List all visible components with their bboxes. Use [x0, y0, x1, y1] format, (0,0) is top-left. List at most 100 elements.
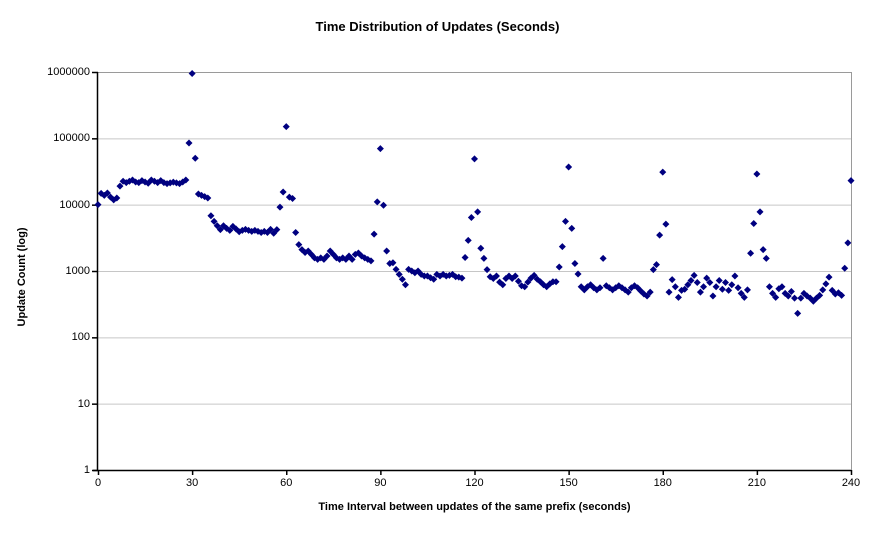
- data-point: [461, 253, 469, 261]
- data-point: [467, 214, 475, 222]
- data-point: [514, 277, 522, 285]
- data-point: [383, 247, 391, 255]
- data-point: [116, 182, 124, 190]
- data-point: [188, 69, 196, 77]
- data-point: [797, 294, 805, 302]
- data-point: [367, 257, 375, 265]
- data-point: [464, 236, 472, 244]
- data-point: [841, 264, 849, 272]
- data-point: [574, 270, 582, 278]
- data-point: [552, 278, 560, 286]
- data-point: [753, 170, 761, 178]
- data-point: [471, 155, 478, 163]
- data-point: [204, 194, 212, 202]
- data-point: [624, 288, 632, 296]
- data-point: [521, 283, 529, 291]
- data-point: [759, 246, 767, 254]
- data-point: [725, 286, 733, 294]
- data-point: [693, 279, 701, 287]
- data-point: [674, 293, 682, 301]
- chart-title: Time Distribution of Updates (Seconds): [315, 19, 560, 34]
- y-tick-label: 1000000: [47, 66, 90, 78]
- data-point: [182, 176, 190, 184]
- x-tick-label: 210: [747, 477, 767, 489]
- data-point: [596, 284, 604, 292]
- data-point: [477, 244, 485, 252]
- data-point: [276, 203, 284, 211]
- data-point: [483, 266, 491, 274]
- data-point: [395, 270, 403, 278]
- data-point: [668, 276, 676, 284]
- data-point: [492, 272, 500, 280]
- data-point: [684, 281, 692, 289]
- x-tick-label: 180: [653, 477, 672, 489]
- data-point: [370, 230, 378, 238]
- data-point: [282, 123, 290, 131]
- data-point: [743, 286, 751, 294]
- data-point: [392, 265, 400, 273]
- data-point: [659, 168, 667, 176]
- data-point: [750, 220, 758, 228]
- data-point: [530, 271, 538, 279]
- data-point: [210, 217, 218, 225]
- data-point: [787, 288, 795, 296]
- data-point: [722, 279, 729, 287]
- data-point: [756, 208, 764, 216]
- data-point: [561, 217, 569, 225]
- data-point: [747, 249, 755, 257]
- y-tick-label: 1: [83, 464, 90, 476]
- data-point: [765, 283, 773, 291]
- x-tick-label: 90: [374, 477, 387, 489]
- data-point: [226, 226, 234, 234]
- data-point: [103, 189, 111, 197]
- y-tick-label: 100000: [53, 132, 90, 145]
- data-point: [825, 273, 833, 281]
- data-point: [703, 274, 711, 282]
- data-point: [499, 281, 507, 289]
- data-point: [646, 288, 654, 296]
- data-point: [558, 243, 566, 251]
- data-point: [458, 274, 466, 282]
- data-point: [715, 276, 723, 284]
- data-point: [113, 194, 121, 202]
- x-tick-label: 120: [465, 477, 484, 489]
- data-point: [267, 225, 275, 233]
- data-point: [398, 275, 406, 283]
- x-tick-label: 30: [186, 477, 199, 489]
- x-tick-label: 0: [94, 477, 102, 489]
- data-point: [292, 229, 300, 237]
- data-point: [709, 292, 717, 300]
- data-point: [474, 208, 482, 216]
- data-point: [737, 289, 745, 297]
- data-point: [819, 286, 827, 294]
- data-point: [665, 288, 673, 296]
- data-point: [822, 280, 830, 288]
- data-point: [700, 283, 708, 291]
- data-point: [273, 226, 281, 234]
- data-point: [295, 241, 303, 249]
- data-point: [599, 254, 607, 262]
- data-point: [524, 278, 532, 286]
- data-point: [380, 201, 388, 209]
- data-point: [731, 272, 739, 280]
- data-point: [696, 288, 704, 296]
- data-point: [373, 198, 381, 206]
- data-point: [480, 254, 488, 262]
- data-point: [740, 293, 748, 301]
- data-point: [690, 271, 698, 279]
- data-point: [784, 292, 792, 300]
- data-point: [555, 263, 563, 271]
- data-point: [734, 284, 742, 292]
- data-point: [656, 231, 664, 239]
- data-point: [185, 139, 193, 147]
- data-point: [838, 291, 846, 299]
- data-point: [649, 266, 657, 274]
- y-axis-title: Update Count (log): [16, 227, 28, 327]
- data-point: [401, 281, 409, 289]
- data-point: [772, 293, 780, 301]
- y-tick-label: 100: [71, 331, 90, 344]
- x-axis-title: Time Interval between updates of the sam…: [318, 501, 631, 513]
- y-tick-label: 10000: [59, 198, 90, 211]
